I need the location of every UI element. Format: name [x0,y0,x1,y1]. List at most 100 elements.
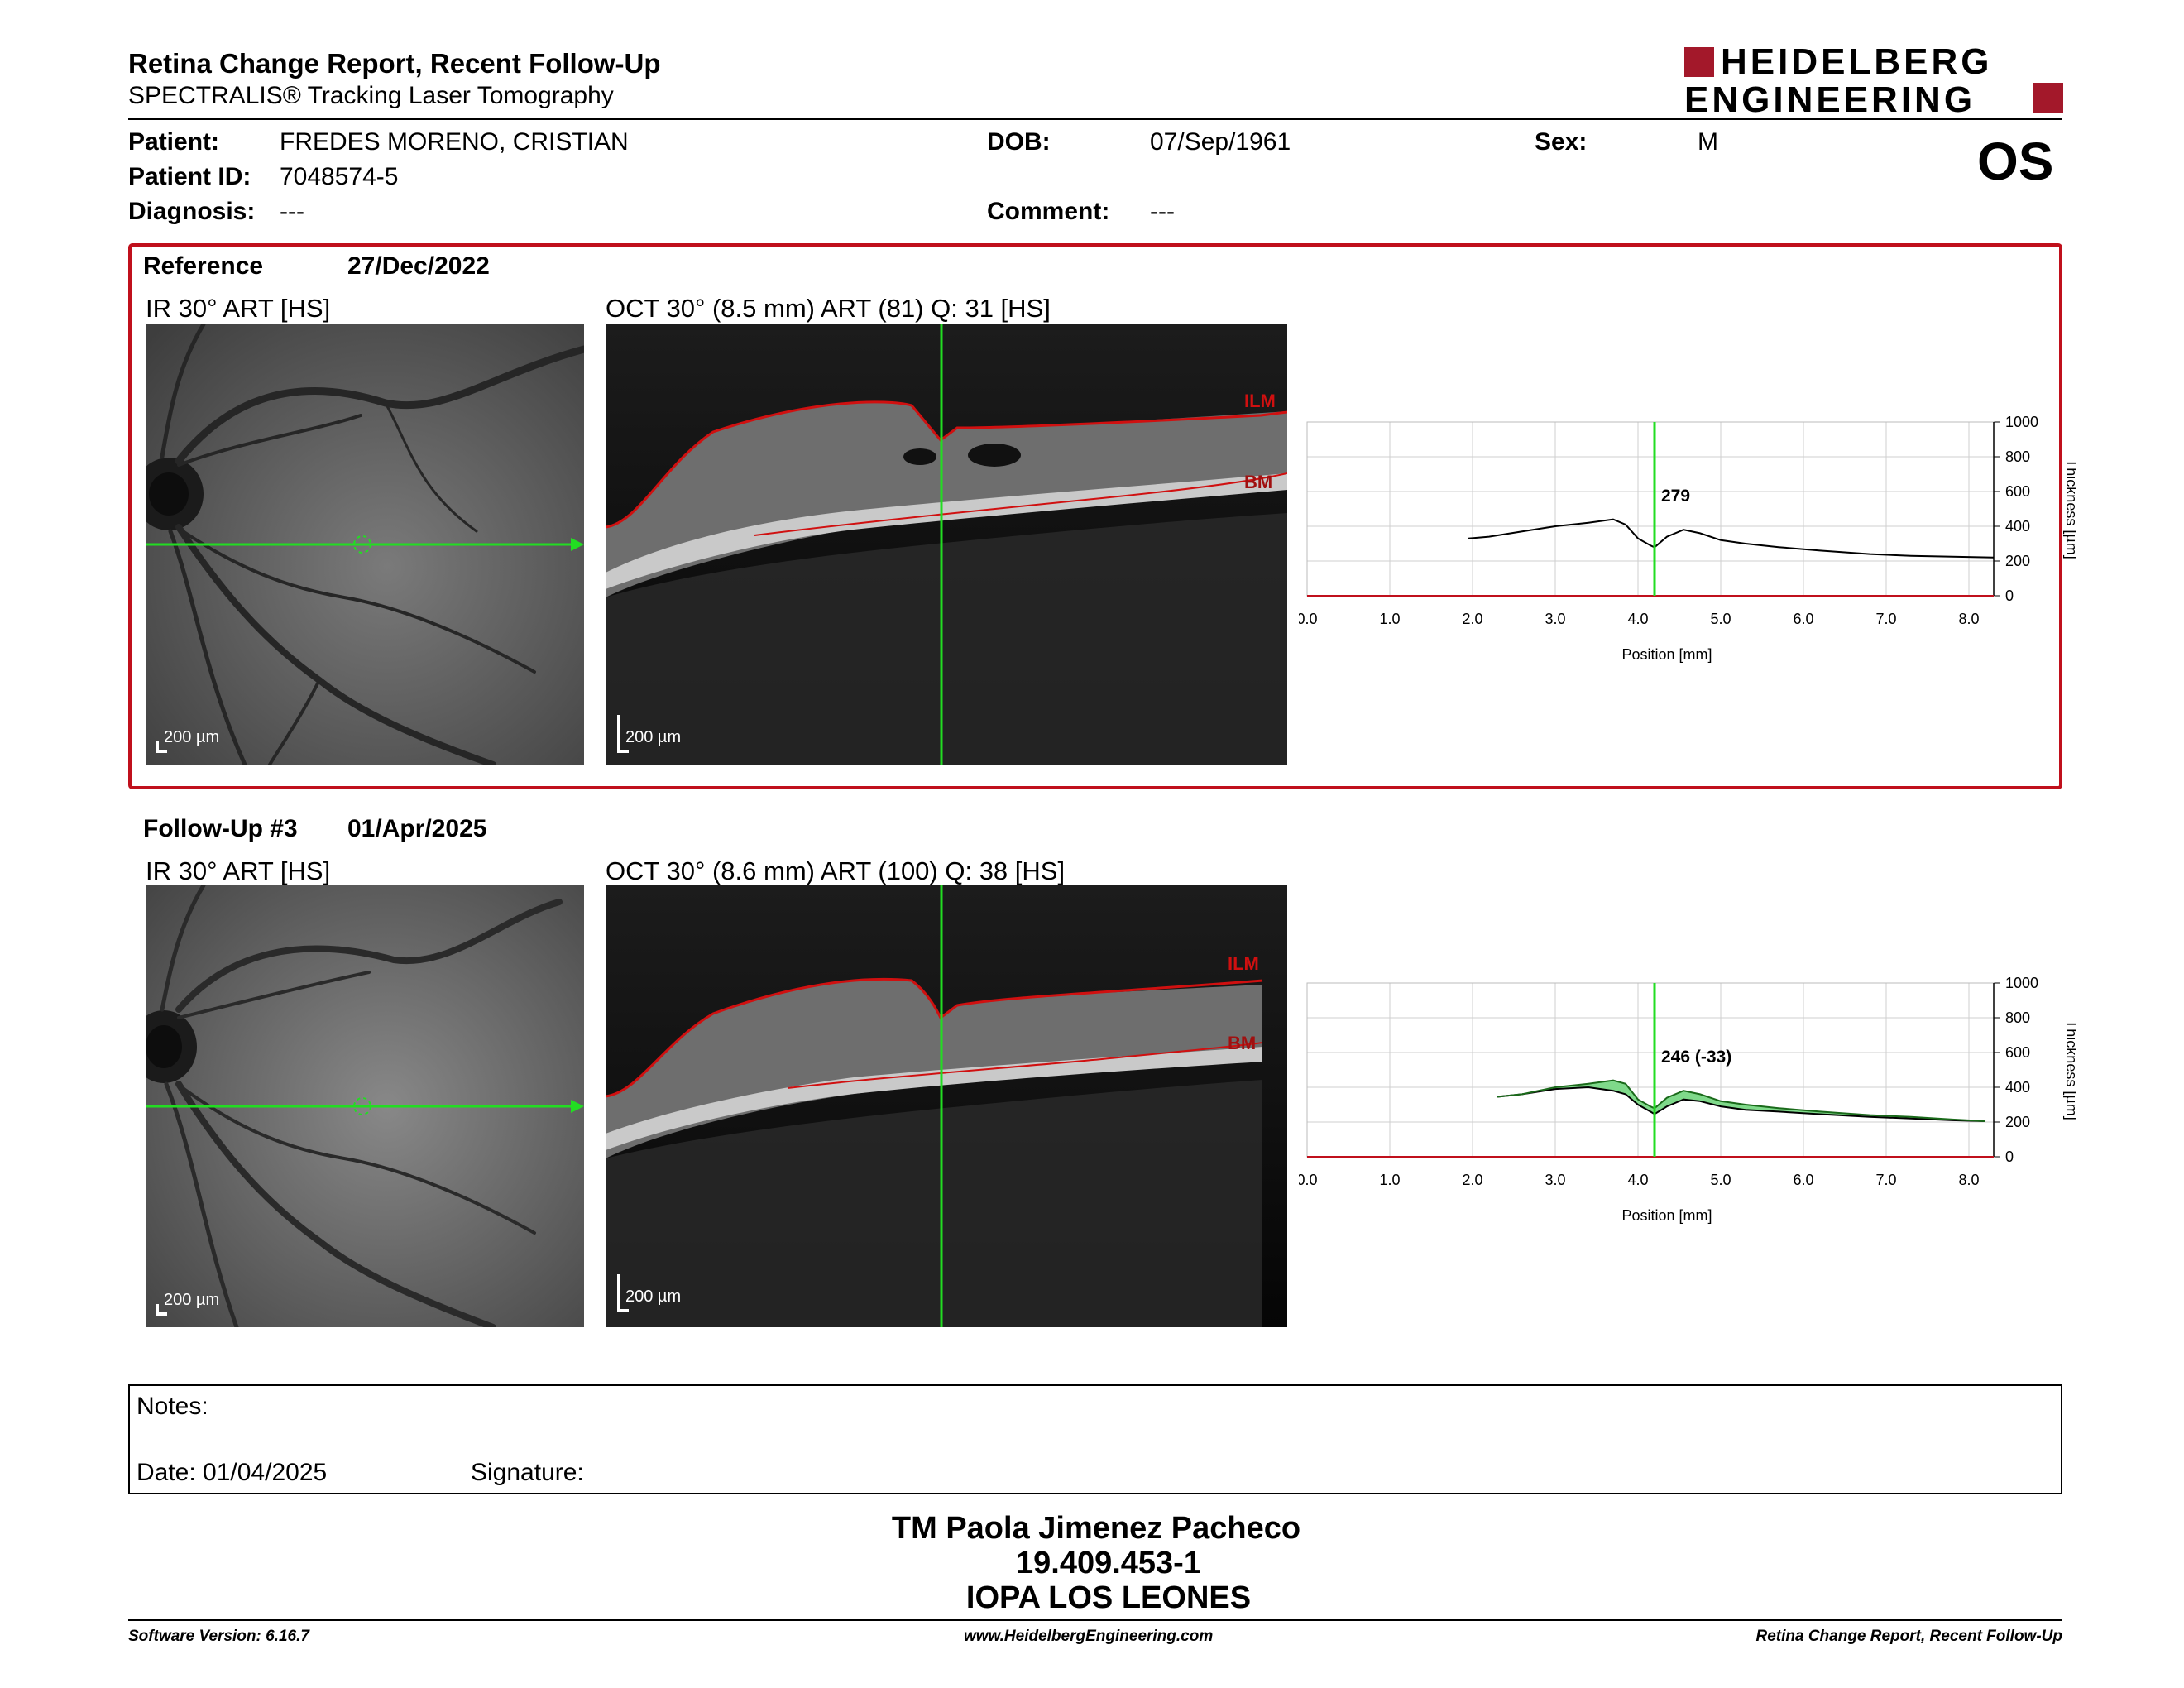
x-tick-label: 3.0 [1545,1172,1565,1188]
x-tick-label: 0.0 [1299,611,1318,627]
followup-bm-line [787,1042,1263,1089]
x-tick-label: 6.0 [1793,1172,1813,1188]
y-tick-label: 600 [2005,483,2030,500]
y-tick-label: 600 [2005,1044,2030,1061]
y-tick-label: 200 [2005,1114,2030,1130]
oct-bscan [606,324,1287,765]
reference-oct-bscan-image: ILM BM 200 µm [606,324,1287,765]
logo-square-bottom [2033,83,2063,113]
report-title: Retina Change Report, Recent Follow-Up [128,48,661,79]
reference-ilm-line [606,400,1287,529]
reference-bm-line [754,472,1287,536]
patient-name: FREDES MORENO, CRISTIAN [280,128,629,156]
diagnosis-value: --- [280,198,304,225]
reference-thickness-chart: 0.0 1.0 2.0 3.0 4.0 5.0 6.0 7.0 8.0 0 200 400 600 800… [1299,414,2076,663]
marker-value-label: 279 [1661,487,1690,506]
followup-oct-caption: OCT 30° (8.6 mm) ART (100) Q: 38 [HS] [606,856,1066,885]
footer-software-version: Software Version: 6.16.7 [128,1628,309,1645]
x-tick-label: 5.0 [1710,1172,1731,1188]
reference-ir-scale-bar: 200 µm [156,728,238,753]
x-axis-label: Position [mm] [1621,646,1712,663]
logo-square-top [1684,47,1714,77]
y-axis-label: Thickness [µm] [2063,1019,2076,1120]
plot-frame [1306,982,1995,1158]
fundus-vessels [146,885,584,1327]
x-tick-label: 8.0 [1958,611,1979,627]
followup-ilm-label: ILM [1228,953,1259,974]
footer-website[interactable]: www.HeidelbergEngineering.com [964,1628,1214,1645]
diagnosis-label: Diagnosis: [128,198,256,225]
followup-date: 01/Apr/2025 [347,815,487,842]
x-tick-label: 1.0 [1379,1172,1400,1188]
logo-line-2: ENGINEERING [1684,79,1976,120]
heidelberg-logo: HEIDELBERG ENGINEERING [1684,41,2065,120]
thickness-series-line [1497,1086,1986,1122]
patient-label: Patient: [128,128,220,156]
marker-value-label: 246 (-33) [1661,1048,1731,1067]
reference-ir-caption: IR 30° ART [HS] [146,294,331,323]
reference-ir-fundus-image: 200 µm [146,324,584,765]
y-tick-label: 0 [2005,587,2014,604]
x-tick-label: 7.0 [1875,611,1896,627]
signoff-name: TM Paola Jimenez Pacheco [891,1511,1301,1546]
followup-ilm-line [606,977,1263,1098]
reference-label: Reference [143,252,264,280]
followup-ir-scale-bar: 200 µm [156,1291,238,1316]
x-tick-label: 2.0 [1462,1172,1482,1188]
x-tick-label: 4.0 [1627,611,1648,627]
reference-oct-scale-label: 200 µm [625,728,682,746]
y-tick-label: 800 [2005,448,2030,465]
reference-oct-caption: OCT 30° (8.5 mm) ART (81) Q: 31 [HS] [606,294,1051,323]
eye-label: OS [1977,132,2054,191]
dob-label: DOB: [987,128,1051,156]
y-tick-label: 1000 [2005,414,2038,430]
x-tick-label: 5.0 [1710,611,1731,627]
x-tick-label: 8.0 [1958,1172,1979,1188]
x-tick-label: 0.0 [1299,1172,1318,1188]
followup-oct-scale-bar: 200 µm [617,1273,700,1312]
reference-ir-scale-label: 200 µm [164,728,220,746]
y-tick-label: 400 [2005,518,2030,535]
y-tick-label: 200 [2005,553,2030,569]
notes-label: Notes: [136,1393,208,1420]
y-axis-label: Thickness [µm] [2063,458,2076,559]
x-axis-label: Position [mm] [1621,1207,1712,1224]
plot-frame [1306,421,1995,597]
y-tick-label: 1000 [2005,975,2038,991]
y-tick-label: 0 [2005,1149,2014,1165]
signoff-institution: IOPA LOS LEONES [965,1580,1252,1615]
x-tick-label: 1.0 [1379,611,1400,627]
oct-bscan [606,885,1287,1327]
patient-id-label: Patient ID: [128,163,251,190]
x-tick-label: 2.0 [1462,611,1482,627]
thickness-series-line [1497,1079,1986,1122]
report-subtitle: SPECTRALIS® Tracking Laser Tomography [128,82,614,109]
thickness-series-line [1468,518,1995,559]
patient-id: 7048574-5 [280,163,399,190]
reference-oct-scale-bar: 200 µm [617,713,700,753]
x-tick-label: 3.0 [1545,611,1565,627]
x-tick-label: 6.0 [1793,611,1813,627]
sex-label: Sex: [1535,128,1588,156]
followup-ir-caption: IR 30° ART [HS] [146,856,331,885]
reference-bm-label: BM [1244,472,1273,492]
followup-label: Follow-Up #3 [143,815,298,842]
followup-thickness-chart: 0.0 1.0 2.0 3.0 4.0 5.0 6.0 7.0 8.0 0 200 400 600 800… [1299,975,2076,1224]
notes-box: Notes: Date: 01/04/2025 Signature: [128,1384,2062,1494]
header-rule [128,118,2062,120]
fundus-vessels [146,324,584,765]
signature-label: Signature: [471,1459,584,1486]
signoff-rut: 19.409.453-1 [1016,1546,1201,1580]
followup-ir-scale-label: 200 µm [164,1291,220,1309]
followup-oct-bscan-image: ILM BM 200 µm [606,885,1287,1327]
comment-value: --- [1150,198,1175,225]
footer-rule [128,1619,2062,1621]
reference-date: 27/Dec/2022 [347,252,490,280]
comment-label: Comment: [987,198,1110,225]
x-tick-label: 7.0 [1875,1172,1896,1188]
reference-ilm-label: ILM [1244,391,1276,411]
followup-oct-scale-label: 200 µm [625,1288,682,1306]
followup-ir-fundus-image: 200 µm [146,885,584,1327]
difference-area [1497,1080,1985,1121]
y-tick-label: 400 [2005,1079,2030,1096]
